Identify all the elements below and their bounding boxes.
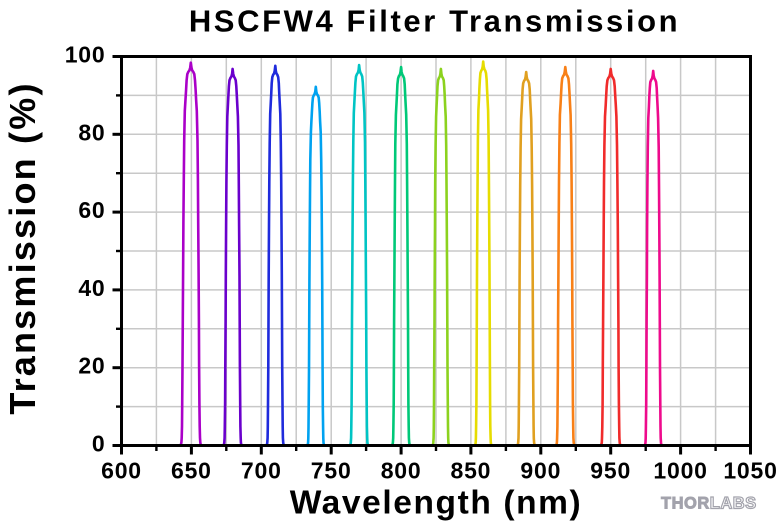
svg-text:HSCFW4 Filter Transmission: HSCFW4 Filter Transmission <box>189 4 680 39</box>
svg-text:0: 0 <box>92 431 106 457</box>
svg-text:800: 800 <box>381 458 422 484</box>
svg-text:750: 750 <box>311 458 352 484</box>
svg-text:100: 100 <box>65 42 106 68</box>
svg-text:700: 700 <box>241 458 282 484</box>
svg-text:650: 650 <box>171 458 212 484</box>
svg-text:600: 600 <box>101 458 142 484</box>
svg-text:900: 900 <box>520 458 561 484</box>
svg-text:1000: 1000 <box>653 458 707 484</box>
svg-text:20: 20 <box>78 353 105 379</box>
svg-text:Transmission (%): Transmission (%) <box>2 81 43 414</box>
svg-text:THORLABS: THORLABS <box>661 495 757 513</box>
svg-text:40: 40 <box>78 275 105 301</box>
svg-text:950: 950 <box>590 458 631 484</box>
svg-text:Wavelength (nm): Wavelength (nm) <box>290 485 583 522</box>
svg-text:850: 850 <box>451 458 492 484</box>
svg-text:60: 60 <box>78 197 105 223</box>
svg-text:80: 80 <box>78 119 105 145</box>
svg-text:1050: 1050 <box>723 458 777 484</box>
